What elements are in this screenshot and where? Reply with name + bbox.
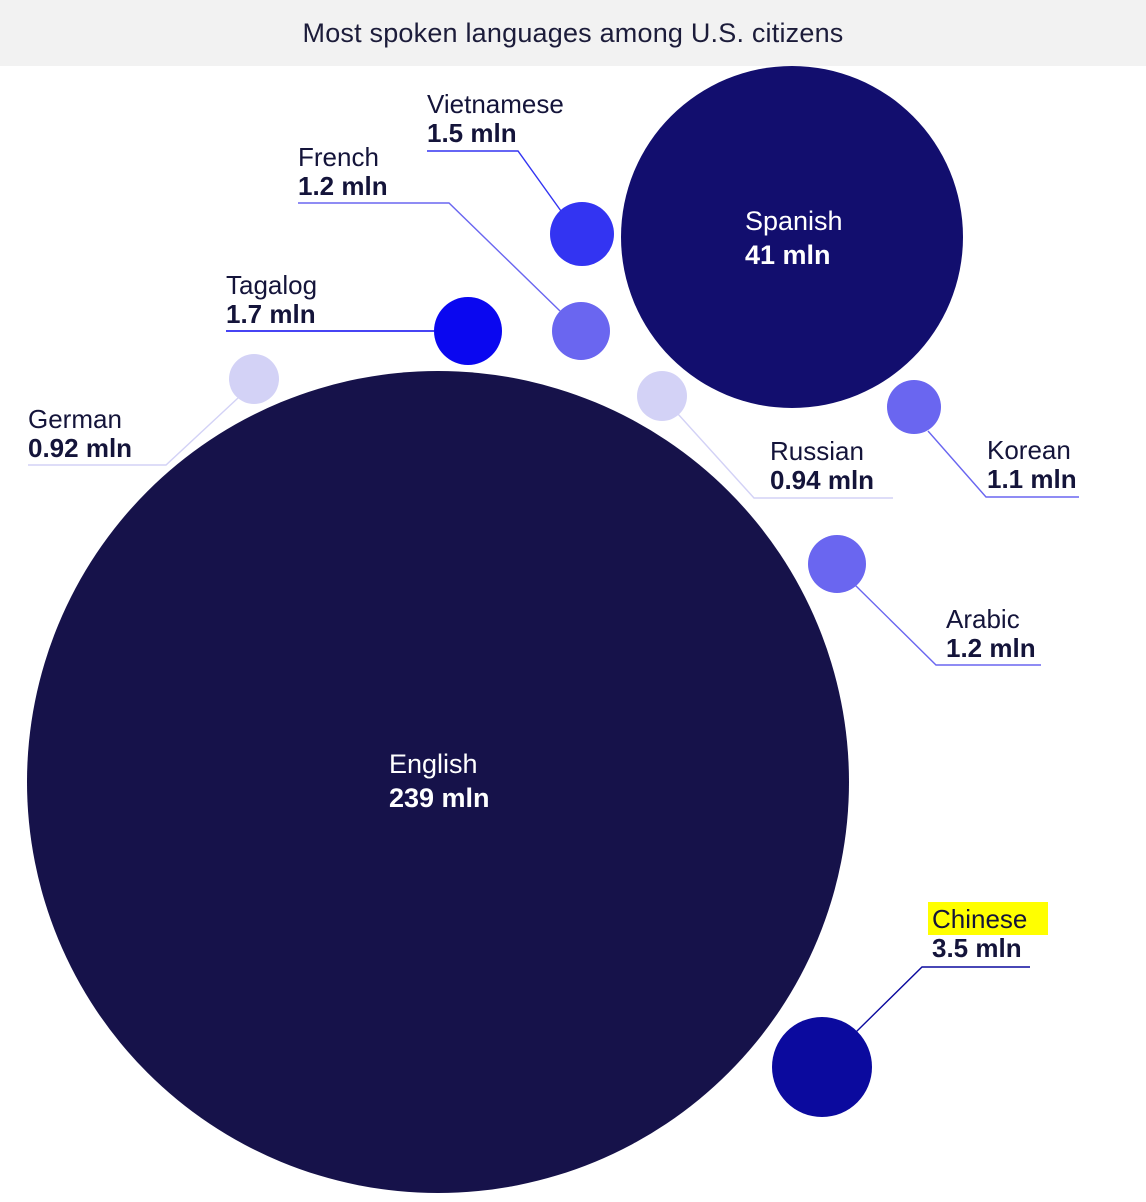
bubble-value-vietnamese: 1.5 mln [427, 118, 517, 148]
bubble-arabic [808, 535, 866, 593]
leader-line-korean [927, 430, 1079, 498]
bubble-value-spanish: 41 mln [745, 240, 831, 270]
bubble-korean [887, 380, 941, 434]
bubble-name-korean: Korean [987, 435, 1071, 465]
bubble-value-korean: 1.1 mln [987, 464, 1077, 494]
bubbles [27, 66, 963, 1193]
leader-line-chinese [855, 966, 1030, 1033]
bubble-german [229, 354, 279, 404]
bubble-vietnamese [550, 202, 614, 266]
bubble-french [552, 302, 610, 360]
bubble-value-chinese: 3.5 mln [932, 933, 1022, 963]
bubble-spanish [621, 66, 963, 408]
bubble-russian [637, 371, 687, 421]
bubble-name-vietnamese: Vietnamese [427, 89, 564, 119]
leader-line-french [298, 202, 561, 312]
bubble-value-english: 239 mln [389, 783, 490, 813]
chart-title: Most spoken languages among U.S. citizen… [302, 17, 844, 48]
bubble-name-arabic: Arabic [946, 604, 1020, 634]
bubble-name-german: German [28, 404, 122, 434]
bubble-name-french: French [298, 142, 379, 172]
bubble-value-arabic: 1.2 mln [946, 633, 1036, 663]
bubble-chinese [772, 1017, 872, 1117]
bubble-value-russian: 0.94 mln [770, 465, 874, 495]
bubble-value-german: 0.92 mln [28, 433, 132, 463]
bubble-name-chinese: Chinese [932, 904, 1027, 934]
bubble-name-spanish: Spanish [745, 206, 843, 236]
leader-line-german [28, 397, 239, 466]
bubble-english [27, 371, 849, 1193]
leader-line-arabic [854, 584, 1041, 666]
leader-line-russian [677, 413, 893, 499]
bubble-value-french: 1.2 mln [298, 171, 388, 201]
leader-line-vietnamese [427, 150, 562, 212]
chart-title-bar: Most spoken languages among U.S. citizen… [0, 0, 1146, 66]
bubble-tagalog [434, 297, 502, 365]
bubble-name-english: English [389, 749, 478, 779]
highlight-marker-chinese [928, 902, 1048, 935]
bubble-name-tagalog: Tagalog [226, 270, 317, 300]
bubble-value-tagalog: 1.7 mln [226, 299, 316, 329]
bubble-name-russian: Russian [770, 436, 864, 466]
leader-lines [28, 150, 1079, 1033]
